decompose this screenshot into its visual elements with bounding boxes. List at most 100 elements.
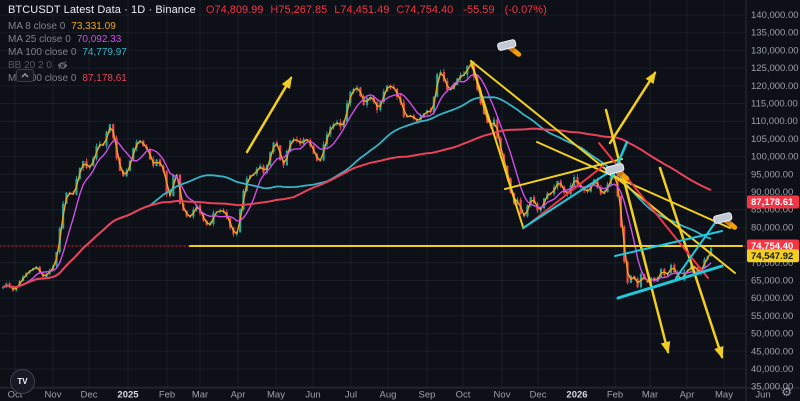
price-axis-label: 65,000.00 [751,275,793,286]
time-axis-label: Mar [192,390,208,401]
price-axis-label: 35,000.00 [751,382,793,393]
ohlc-key: C [396,4,405,16]
time-axis-label: Feb [159,390,175,401]
candlesticks [1,60,713,292]
price-axis-label: 45,000.00 [751,346,793,357]
hammer-icon[interactable] [497,39,522,58]
cyan-steep-rise [675,219,718,279]
price-axis-label: 105,000.00 [751,134,799,145]
time-axis-label: Jul [345,390,357,401]
indicator-label: MA 8 close 0 [8,21,66,32]
indicator-value: 74,779.97 [82,47,127,58]
time-axis-label: Apr [680,390,695,401]
price-tag [747,249,799,263]
price-tag-value: 74,754.40 [751,241,793,252]
time-axis-label: 2026 [566,390,587,401]
indicator-value: 73,331.09 [71,21,116,32]
price-axis-label: 135,000.00 [751,28,799,39]
grid-lines [0,0,746,388]
symbol-title[interactable]: BTCUSDT Latest Data · 1D · Binance [8,4,196,16]
time-axis-label: Sep [419,390,436,401]
eye-off-icon[interactable] [57,60,68,71]
ma-line-ma25 [2,73,712,288]
price-axis-label: 85,000.00 [751,205,793,216]
price-axis-label: 120,000.00 [751,81,799,92]
time-axis-label: Dec [530,390,547,401]
time-axis-label: Jun [305,390,320,401]
tradingview-logo[interactable]: TV [10,369,35,394]
price-axis-label: 70,000.00 [751,258,793,269]
time-axis-label: Aug [380,390,397,401]
indicator-row-ma-8[interactable]: MA 8 close 0 73,331.09 [8,20,127,33]
moving-average-lines [2,63,712,290]
price-axis-label: 130,000.00 [751,45,799,56]
chart-drawings[interactable] [0,39,746,359]
price-axis-label: 60,000.00 [751,293,793,304]
ohlc-value: 74,809.99 [214,4,264,16]
ma-line-ma200 [2,127,712,289]
time-axis-label: May [715,390,733,401]
price-axis-label: 50,000.00 [751,329,793,340]
legend-collapse-button[interactable] [16,69,34,82]
ma-line-ma8 [2,63,712,290]
indicator-row-bb-20[interactable]: BB 20 2 0 [8,59,127,72]
breakout-up-arrow [608,71,657,145]
price-tag [747,195,799,209]
cyan-flag-support [522,166,618,229]
price-tag-value: 87,178.61 [751,197,794,208]
price-axis-label: 55,000.00 [751,311,793,322]
time-axis-label: 2025 [117,390,139,401]
time-axis-label: Oct [456,390,471,401]
indicator-legend: MA 8 close 0 73,331.09 MA 25 close 0 70,092… [8,20,127,85]
indicator-row-ma-100[interactable]: MA 100 close 0 74,779.97 [8,46,127,59]
price-change-percent: (-0.07%) [504,4,547,16]
hammer-icon[interactable] [605,163,630,182]
price-tag-value: 74,547.92 [751,251,793,262]
time-axis-label: Nov [45,390,62,401]
cyan-channel-bottom [616,264,724,300]
time-axis[interactable]: Oct Nov Dec 2025 Feb Mar Apr May Jun Jul Aug Sep Oct… [8,390,771,401]
down-arrow-right [658,166,724,359]
time-axis-label: Mar [642,390,658,401]
down-arrow-right-head [714,346,724,359]
time-axis-label: Jun [755,390,770,401]
down-arrow-left-head [660,341,671,354]
ohlc-values: O74,809.99 H75,267.85 L74,451.49 C74,754.40 [199,4,453,16]
price-axis-label: 110,000.00 [751,116,798,127]
ohlc-value: 75,267.85 [278,4,328,16]
down-arrow-left [604,108,670,354]
time-axis-label: Oct [8,390,23,401]
symbol-header: BTCUSDT Latest Data · 1D · Binance O74,8… [8,4,547,16]
time-axis-label: Dec [81,390,98,401]
indicator-row-ma-200[interactable]: MA 200 close 0 87,178.61 [8,72,127,85]
indicator-label: MA 25 close 0 [8,34,71,45]
time-axis-label: Nov [494,390,511,401]
price-axis-label: 80,000.00 [751,222,793,233]
price-axis-label: 115,000.00 [751,98,798,109]
time-axis-label: May [267,390,285,401]
price-change: -55.59 [463,4,495,16]
indicator-label: MA 200 close 0 [8,73,77,84]
price-axis-label: 125,000.00 [751,63,799,74]
time-axis-label: Feb [607,390,623,401]
indicator-label: BB 20 2 0 [8,60,52,71]
price-axis-label: 140,000.00 [751,10,799,21]
breakout-up-arrow-head [645,71,657,84]
ohlc-key: O [205,4,215,16]
up-trend-arrow [245,76,293,154]
price-axis-label: 90,000.00 [751,187,793,198]
ohlc-value: 74,754.40 [404,4,454,16]
indicator-value: 70,092.33 [76,34,122,45]
hammer-icon[interactable] [713,212,738,231]
ohlc-key: H [270,4,279,16]
indicator-row-ma-25[interactable]: MA 25 close 0 70,092.33 [8,33,127,46]
time-axis-settings-gear-icon[interactable]: ⚙ [781,385,792,399]
price-axis-label: 40,000.00 [751,364,793,375]
price-axis[interactable]: 140,000.00 135,000.00 130,000.00 125,000.00… [747,10,799,393]
cyan-channel-top [614,230,723,257]
indicator-label: MA 100 close 0 [8,47,77,58]
indicator-value: 87,178.61 [82,73,127,84]
price-axis-label: 95,000.00 [751,169,793,180]
